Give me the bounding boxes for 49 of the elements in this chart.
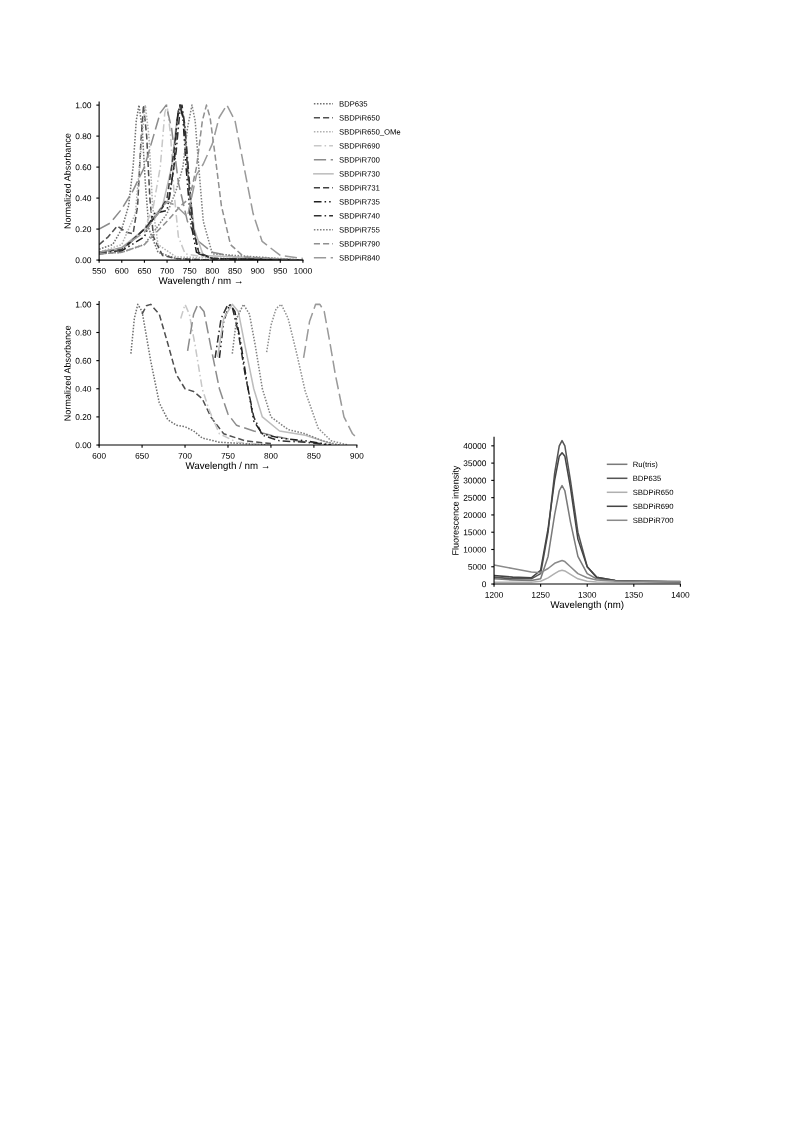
y-tick-label: 0 [482, 581, 487, 588]
x-tick-label: 1400 [671, 591, 690, 598]
x-tick-label: 1350 [625, 591, 643, 598]
y-tick-label: 1.00 [75, 301, 92, 308]
x-tick-label: 750 [183, 267, 197, 274]
y-tick-label: 5000 [468, 563, 487, 570]
y-tick-label: 0.80 [75, 329, 92, 336]
x-tick-label: 700 [178, 452, 192, 459]
x-tick-label: 850 [307, 452, 321, 459]
y-tick-label: 0.40 [75, 195, 92, 202]
x-axis-title: Wavelength / nm → [158, 276, 242, 286]
y-axis-title: Normalized Absorbance [64, 133, 71, 229]
x-tick-label: 650 [137, 267, 152, 274]
x-tick-label: 1250 [531, 591, 550, 598]
x-tick-label: 800 [264, 452, 278, 459]
y-tick-label: 0.00 [75, 257, 92, 264]
y-tick-label: 0.60 [75, 357, 92, 364]
y-tick-label: 0.00 [75, 442, 92, 449]
x-tick-label: 700 [160, 267, 174, 274]
y-tick-label: 25000 [463, 494, 487, 501]
x-tick-label: 650 [135, 452, 149, 459]
y-tick-label: 0.20 [75, 414, 92, 420]
x-tick-label: 900 [251, 267, 265, 274]
x-tick-label: 550 [92, 267, 106, 274]
x-axis-title: Wavelength / nm → [185, 461, 269, 471]
x-tick-label: 950 [273, 267, 287, 274]
y-tick-label: 0.60 [75, 164, 92, 171]
y-axis-title: Normalized Absorbance [64, 325, 71, 421]
y-tick-label: 0.20 [75, 226, 92, 233]
y-tick-label: 15000 [463, 529, 487, 536]
x-tick-label: 1300 [578, 591, 597, 598]
x-tick-label: 600 [92, 452, 106, 459]
y-tick-label: 40000 [463, 443, 487, 449]
y-tick-label: 0.40 [75, 385, 92, 392]
x-tick-label: 850 [228, 267, 242, 274]
x-axis-title: Wavelength (nm) [550, 600, 624, 610]
x-tick-label: 750 [221, 452, 235, 459]
x-tick-label: 900 [350, 452, 364, 459]
y-tick-label: 30000 [463, 477, 487, 484]
x-tick-label: 1000 [294, 267, 312, 274]
x-tick-label: 800 [205, 267, 219, 274]
y-tick-label: 10000 [463, 546, 487, 553]
y-tick-label: 35000 [463, 460, 487, 467]
y-axis-title: Fluorescence intensity [452, 465, 461, 555]
x-tick-label: 1200 [485, 591, 503, 598]
y-tick-label: 0.80 [75, 133, 92, 140]
y-tick-label: 20000 [463, 512, 487, 519]
x-tick-label: 600 [115, 267, 129, 274]
y-tick-label: 1.00 [75, 102, 92, 109]
